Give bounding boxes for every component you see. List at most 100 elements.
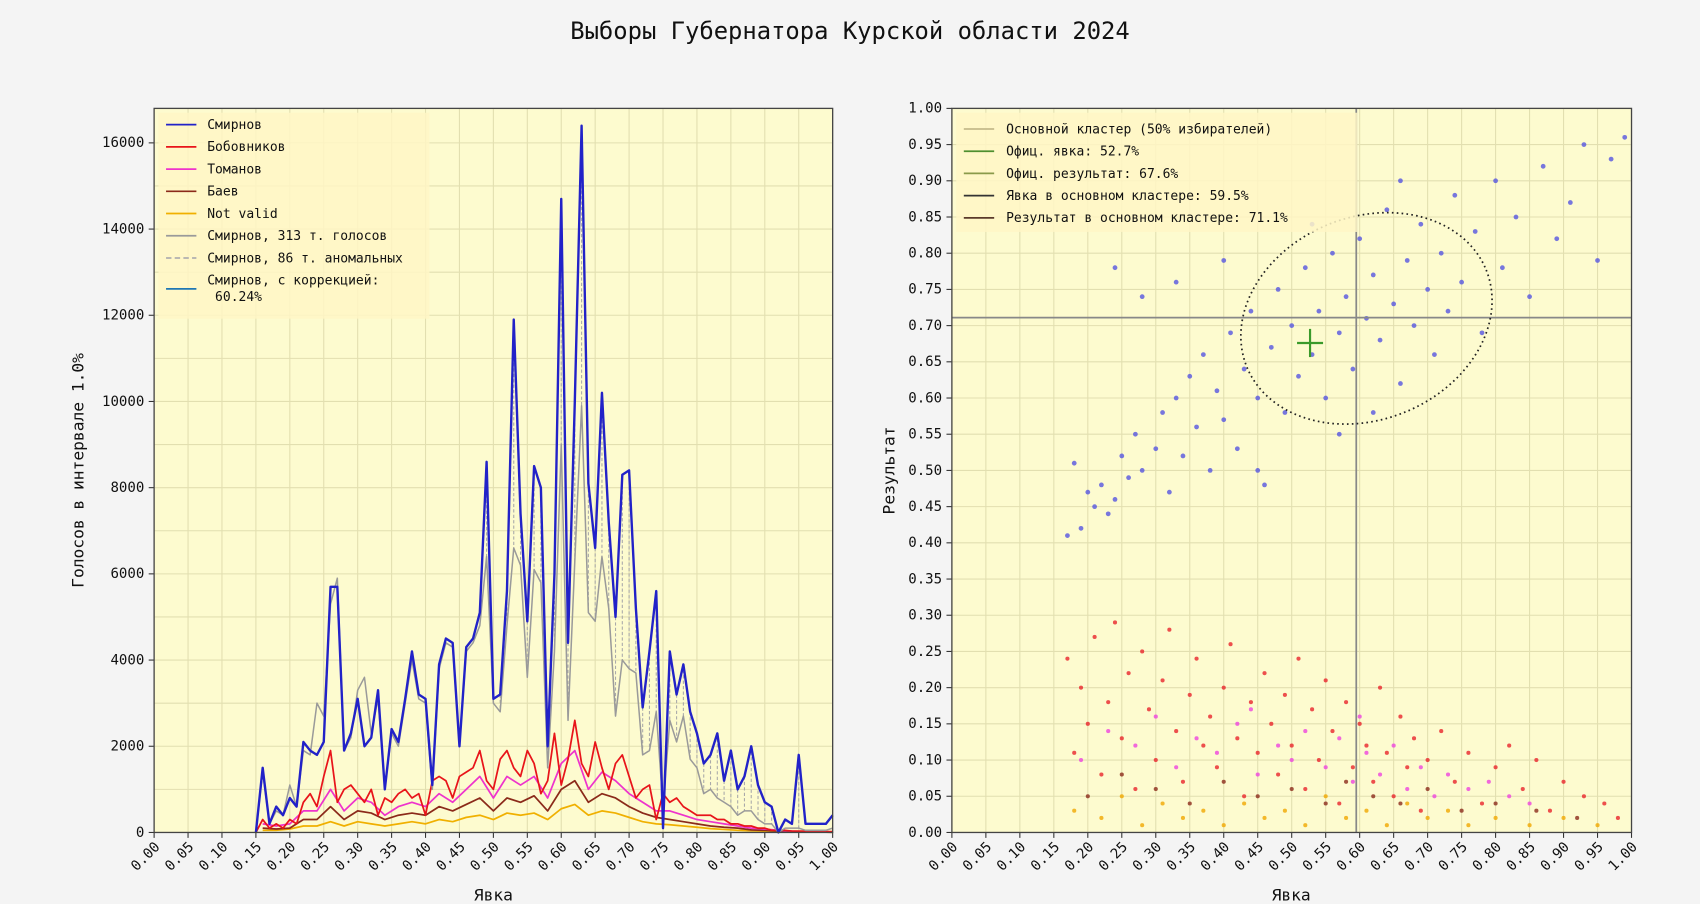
scatter-point <box>1133 786 1138 792</box>
scatter-point <box>1269 721 1274 726</box>
right-y-axis-label: Результат <box>879 426 898 514</box>
scatter-chart: 0.000.050.100.150.200.250.300.350.400.45… <box>908 101 1641 875</box>
scatter-point <box>1303 729 1308 734</box>
scatter-point <box>1459 808 1464 813</box>
scatter-point <box>1255 395 1261 401</box>
scatter-point <box>1140 823 1145 828</box>
scatter-point <box>1425 786 1430 792</box>
scatter-point <box>1221 258 1227 263</box>
scatter-point <box>1561 779 1566 784</box>
x-tick-label: 0.65 <box>569 839 604 874</box>
x-tick-label: 1.00 <box>1606 839 1641 874</box>
scatter-point <box>1201 743 1206 748</box>
scatter-point <box>1268 344 1274 350</box>
scatter-point <box>1282 808 1287 813</box>
scatter-point <box>1344 700 1349 705</box>
legend-label-line: Смирнов <box>207 118 262 133</box>
y-tick-label: 0.20 <box>908 680 942 696</box>
figure-title: Выборы Губернатора Курской области 2024 <box>570 17 1129 45</box>
scatter-point <box>1377 772 1383 777</box>
legend-label: Смирнов, с коррекцией: 60.24% <box>207 274 379 305</box>
scatter-point <box>1398 178 1403 184</box>
scatter-point <box>1432 794 1437 799</box>
y-tick-label: 6000 <box>110 566 144 582</box>
scatter-point <box>1296 373 1301 379</box>
scatter-point <box>1330 729 1335 734</box>
legend-label: Бобовников <box>207 140 285 155</box>
scatter-point <box>1153 446 1159 452</box>
scatter-point <box>1344 779 1349 784</box>
scatter-point <box>1439 729 1444 734</box>
y-tick-label: 1.00 <box>908 101 942 117</box>
scatter-point <box>1554 236 1560 242</box>
scatter-point <box>1119 453 1125 459</box>
x-tick-label: 0.10 <box>196 839 231 874</box>
x-tick-label: 0.45 <box>434 839 469 874</box>
legend-label: Явка в основном кластере: 59.5% <box>1006 189 1249 204</box>
x-tick-label: 0.20 <box>1062 839 1097 874</box>
scatter-point <box>1078 757 1084 763</box>
scatter-point <box>1242 794 1247 799</box>
scatter-point <box>1561 815 1566 821</box>
scatter-point <box>1595 258 1600 263</box>
scatter-point <box>1085 721 1090 726</box>
x-tick-label: 0.40 <box>1198 839 1233 874</box>
scatter-point <box>1119 736 1124 741</box>
scatter-point <box>1398 801 1403 806</box>
y-tick-label: 0.15 <box>908 716 942 732</box>
legend-box <box>956 112 1358 232</box>
legend-label: Смирнов <box>207 118 262 133</box>
x-tick-label: 0.85 <box>705 839 740 874</box>
x-tick-label: 0.70 <box>603 839 638 874</box>
right-x-axis-label: Явка <box>1272 886 1311 904</box>
y-tick-label: 0.85 <box>908 209 942 225</box>
scatter-point <box>1418 808 1423 813</box>
scatter-point <box>1092 634 1097 640</box>
series-line-3 <box>255 719 833 833</box>
legend-label-line: Not valid <box>207 207 277 222</box>
legend-label-line: Томанов <box>207 162 262 177</box>
scatter-point <box>1602 801 1607 806</box>
x-tick-label: 0.50 <box>1266 839 1301 874</box>
scatter-point <box>1099 482 1104 488</box>
scatter-point <box>1105 511 1111 517</box>
scatter-point <box>1337 736 1342 741</box>
scatter-point <box>1323 395 1329 401</box>
x-tick-label: 0.35 <box>366 839 401 874</box>
x-tick-label: 0.55 <box>501 839 536 874</box>
y-tick-label: 0.70 <box>908 318 942 334</box>
x-tick-label: 0.25 <box>1096 839 1131 874</box>
scatter-point <box>1167 627 1172 632</box>
scatter-point <box>1534 757 1539 763</box>
y-tick-label: 14000 <box>102 221 144 237</box>
scatter-point <box>1262 815 1267 821</box>
scatter-point <box>1520 786 1525 792</box>
scatter-point <box>1160 801 1165 806</box>
scatter-point <box>1405 765 1410 770</box>
scatter-point <box>1534 808 1539 813</box>
scatter-point <box>1445 772 1451 777</box>
scatter-point <box>1160 410 1165 415</box>
y-tick-label: 0.65 <box>908 354 942 370</box>
x-tick-label: 0.20 <box>264 839 299 874</box>
x-tick-label: 0.60 <box>535 839 570 874</box>
scatter-point <box>1364 808 1369 813</box>
scatter-point <box>1493 801 1498 806</box>
scatter-point <box>1615 815 1620 821</box>
scatter-point <box>1119 772 1124 777</box>
x-tick-label: 0.50 <box>467 839 502 874</box>
y-tick-label: 4000 <box>110 652 144 668</box>
y-tick-label: 0 <box>136 825 144 841</box>
left-x-axis-label: Явка <box>474 886 513 904</box>
scatter-point <box>1418 765 1423 770</box>
scatter-point <box>1221 417 1227 423</box>
scatter-point <box>1194 656 1199 661</box>
scatter-point <box>1207 468 1213 473</box>
scatter-point <box>1296 656 1301 661</box>
scatter-point <box>1106 729 1111 734</box>
scatter-point <box>1173 395 1179 401</box>
y-tick-label: 0.45 <box>908 499 942 515</box>
scatter-point <box>1160 678 1165 683</box>
x-tick-label: 0.70 <box>1402 839 1437 874</box>
scatter-point <box>1323 678 1328 683</box>
